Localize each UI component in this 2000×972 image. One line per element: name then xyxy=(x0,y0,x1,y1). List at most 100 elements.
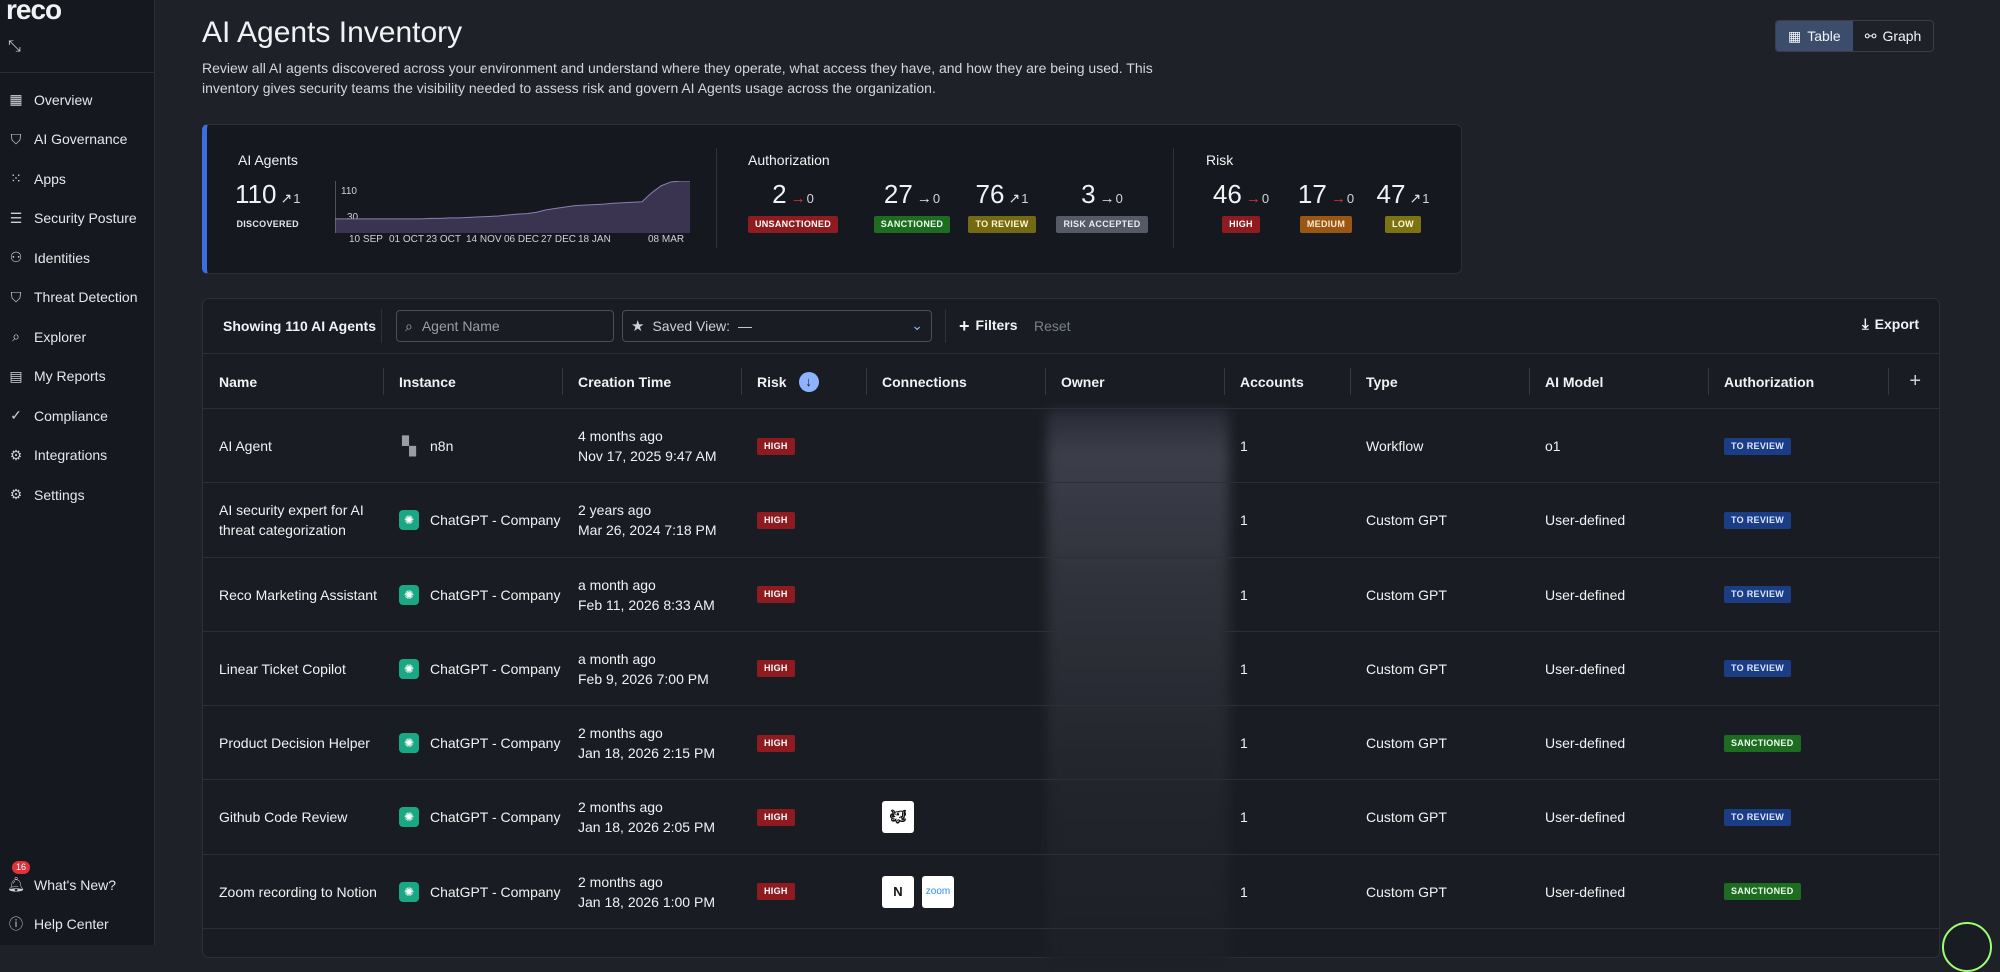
filters-button[interactable]: + Filters xyxy=(959,316,1018,337)
plus-icon: + xyxy=(959,316,970,336)
column-divider[interactable] xyxy=(562,368,563,395)
add-column-icon[interactable]: + xyxy=(1909,370,1921,392)
ai-model: User-defined xyxy=(1545,735,1626,752)
agent-name[interactable]: Zoom recording to Notion xyxy=(219,883,377,900)
reset-button[interactable]: Reset xyxy=(1034,318,1071,334)
sidebar-item-threat-detection[interactable]: ⛉ Threat Detection xyxy=(0,278,154,318)
agent-name[interactable]: Product Decision Helper xyxy=(219,735,370,752)
spark-y-tick: 30 xyxy=(347,212,359,223)
risk-title: Risk xyxy=(1206,152,1234,168)
column-header-type[interactable]: Type xyxy=(1350,354,1529,409)
column-divider[interactable] xyxy=(1045,368,1046,395)
whats-new-button[interactable]: 🔔︎ 16 What's New? xyxy=(0,861,154,905)
authorization-badge[interactable]: TO REVIEW xyxy=(1724,808,1792,826)
export-button[interactable]: ⤓ Export xyxy=(1862,316,1919,333)
authorization-badge[interactable]: SANCTIONED xyxy=(1724,734,1801,752)
sort-desc-icon[interactable]: ↓ xyxy=(798,371,819,392)
sidebar-item-overview[interactable]: ▦ Overview xyxy=(0,80,154,120)
summary-divider xyxy=(1173,148,1174,248)
risk-badge: HIGH xyxy=(757,586,795,604)
sidebar-item-identities[interactable]: ⚇ Identities xyxy=(0,238,154,278)
github-icon[interactable]: 🐙︎ xyxy=(882,801,914,834)
agent-name[interactable]: Reco Marketing Assistant xyxy=(219,586,377,603)
authorization-badge[interactable]: TO REVIEW xyxy=(1724,511,1792,529)
agent-name[interactable]: AI Agent xyxy=(219,438,272,454)
accounts-count: 1 xyxy=(1240,512,1248,529)
checklist-icon: ☰ xyxy=(9,209,23,226)
support-chat-button[interactable] xyxy=(1942,922,1992,972)
risk-badge: HIGH xyxy=(757,511,795,529)
column-header-label: Authorization xyxy=(1724,373,1815,390)
authorization-badge[interactable]: TO REVIEW xyxy=(1724,586,1792,604)
risk-stat-medium[interactable]: 17 0 MEDIUM xyxy=(1291,179,1361,233)
graph-view-button[interactable]: ⚯ Graph xyxy=(1852,21,1934,51)
column-divider[interactable] xyxy=(741,368,742,395)
ai-model: o1 xyxy=(1545,438,1561,454)
chatgpt-icon: ✺ xyxy=(399,658,419,679)
column-header-owner[interactable]: Owner xyxy=(1045,354,1224,409)
sidebar-item-my-reports[interactable]: ▤ My Reports xyxy=(0,357,154,397)
collapse-sidebar-icon[interactable]: ⤡ xyxy=(8,38,21,55)
help-center-button[interactable]: ⓘ Help Center xyxy=(0,905,154,945)
table-row[interactable]: Linear Ticket Copilot ✺ ChatGPT - Company… xyxy=(203,632,1939,707)
sidebar-item-compliance[interactable]: ✓ Compliance xyxy=(0,396,154,436)
agent-name[interactable]: Github Code Review xyxy=(219,809,348,826)
saved-view-value: — xyxy=(738,318,753,334)
column-header-risk[interactable]: Risk ↓ xyxy=(741,354,866,409)
table-row[interactable]: Github Code Review ✺ ChatGPT - Company 2 … xyxy=(203,780,1939,855)
authorization-stat-unsanctioned[interactable]: 2 0 UNSANCTIONED xyxy=(747,179,839,233)
column-divider[interactable] xyxy=(1350,368,1351,395)
zoom-icon[interactable]: zoom xyxy=(922,875,954,908)
column-header-connections[interactable]: Connections xyxy=(866,354,1045,409)
sidebar-item-settings[interactable]: ⚙ Settings xyxy=(0,475,154,515)
table-row[interactable]: Reco Marketing Assistant ✺ ChatGPT - Comp… xyxy=(203,558,1939,632)
creation-relative: 4 months ago xyxy=(578,428,663,444)
column-header-instance[interactable]: Instance xyxy=(383,354,562,409)
table-row[interactable]: AI Agent ▚ n8n 4 months ago Nov 17, 2025 … xyxy=(203,409,1939,484)
stat-value: 27 xyxy=(883,179,913,209)
column-divider[interactable] xyxy=(866,368,867,395)
column-header-accounts[interactable]: Accounts xyxy=(1224,354,1350,409)
authorization-badge[interactable]: TO REVIEW xyxy=(1724,437,1792,455)
table-row[interactable]: Product Decision Helper ✺ ChatGPT - Compa… xyxy=(203,706,1939,781)
accounts-count: 1 xyxy=(1240,735,1248,752)
column-header-label: Connections xyxy=(882,373,967,390)
sidebar-item-label: Threat Detection xyxy=(34,289,138,306)
authorization-badge[interactable]: SANCTIONED xyxy=(1724,883,1801,901)
table-row[interactable]: Zoom recording to Notion ✺ ChatGPT - Comp… xyxy=(203,855,1939,930)
notion-icon[interactable]: N xyxy=(882,875,914,908)
sidebar-item-explorer[interactable]: ⌕ Explorer xyxy=(0,317,154,357)
column-divider[interactable] xyxy=(1529,368,1530,395)
saved-view-select[interactable]: ★ Saved View: — ⌄ xyxy=(622,310,932,342)
authorization-stat-to-review[interactable]: 76 1 TO REVIEW xyxy=(962,179,1042,233)
agent-name[interactable]: AI security expert for AI threat categor… xyxy=(219,502,364,539)
column-divider[interactable] xyxy=(383,368,384,395)
agent-name-input[interactable] xyxy=(419,317,590,335)
export-label: Export xyxy=(1874,316,1919,332)
sidebar-item-security-posture[interactable]: ☰ Security Posture xyxy=(0,199,154,239)
table-view-button[interactable]: ▦ Table xyxy=(1776,21,1853,51)
risk-stat-high[interactable]: 46 0 HIGH xyxy=(1211,179,1271,233)
authorization-stat-sanctioned[interactable]: 27 0 SANCTIONED xyxy=(872,179,952,233)
sidebar-item-apps[interactable]: ⁙ Apps xyxy=(0,159,154,199)
chatgpt-icon: ✺ xyxy=(399,510,419,531)
risk-stat-low[interactable]: 47 1 LOW xyxy=(1373,179,1433,233)
column-header-ai-model[interactable]: AI Model xyxy=(1529,354,1708,409)
authorization-badge[interactable]: TO REVIEW xyxy=(1724,660,1792,678)
ai-model: User-defined xyxy=(1545,660,1626,677)
table-row[interactable]: AI security expert for AI threat categor… xyxy=(203,483,1939,558)
accounts-count: 1 xyxy=(1240,883,1248,900)
column-divider[interactable] xyxy=(1224,368,1225,395)
agents-stat[interactable]: 110 1 DISCOVERED xyxy=(235,179,300,233)
column-header-creation-time[interactable]: Creation Time xyxy=(562,354,741,409)
column-header-authorization[interactable]: Authorization xyxy=(1708,354,1888,409)
agent-name[interactable]: Linear Ticket Copilot xyxy=(219,660,346,677)
authorization-stat-risk-accepted[interactable]: 3 0 RISK ACCEPTED xyxy=(1052,179,1152,233)
column-divider[interactable] xyxy=(1708,368,1709,395)
sidebar-item-integrations[interactable]: ⚙ Integrations xyxy=(0,436,154,476)
sidebar-item-ai-governance[interactable]: ⛉ AI Governance xyxy=(0,120,154,160)
column-header-name[interactable]: Name xyxy=(203,354,383,409)
chatgpt-icon: ✺ xyxy=(399,881,419,902)
reco-logo[interactable]: reco xyxy=(6,0,62,25)
